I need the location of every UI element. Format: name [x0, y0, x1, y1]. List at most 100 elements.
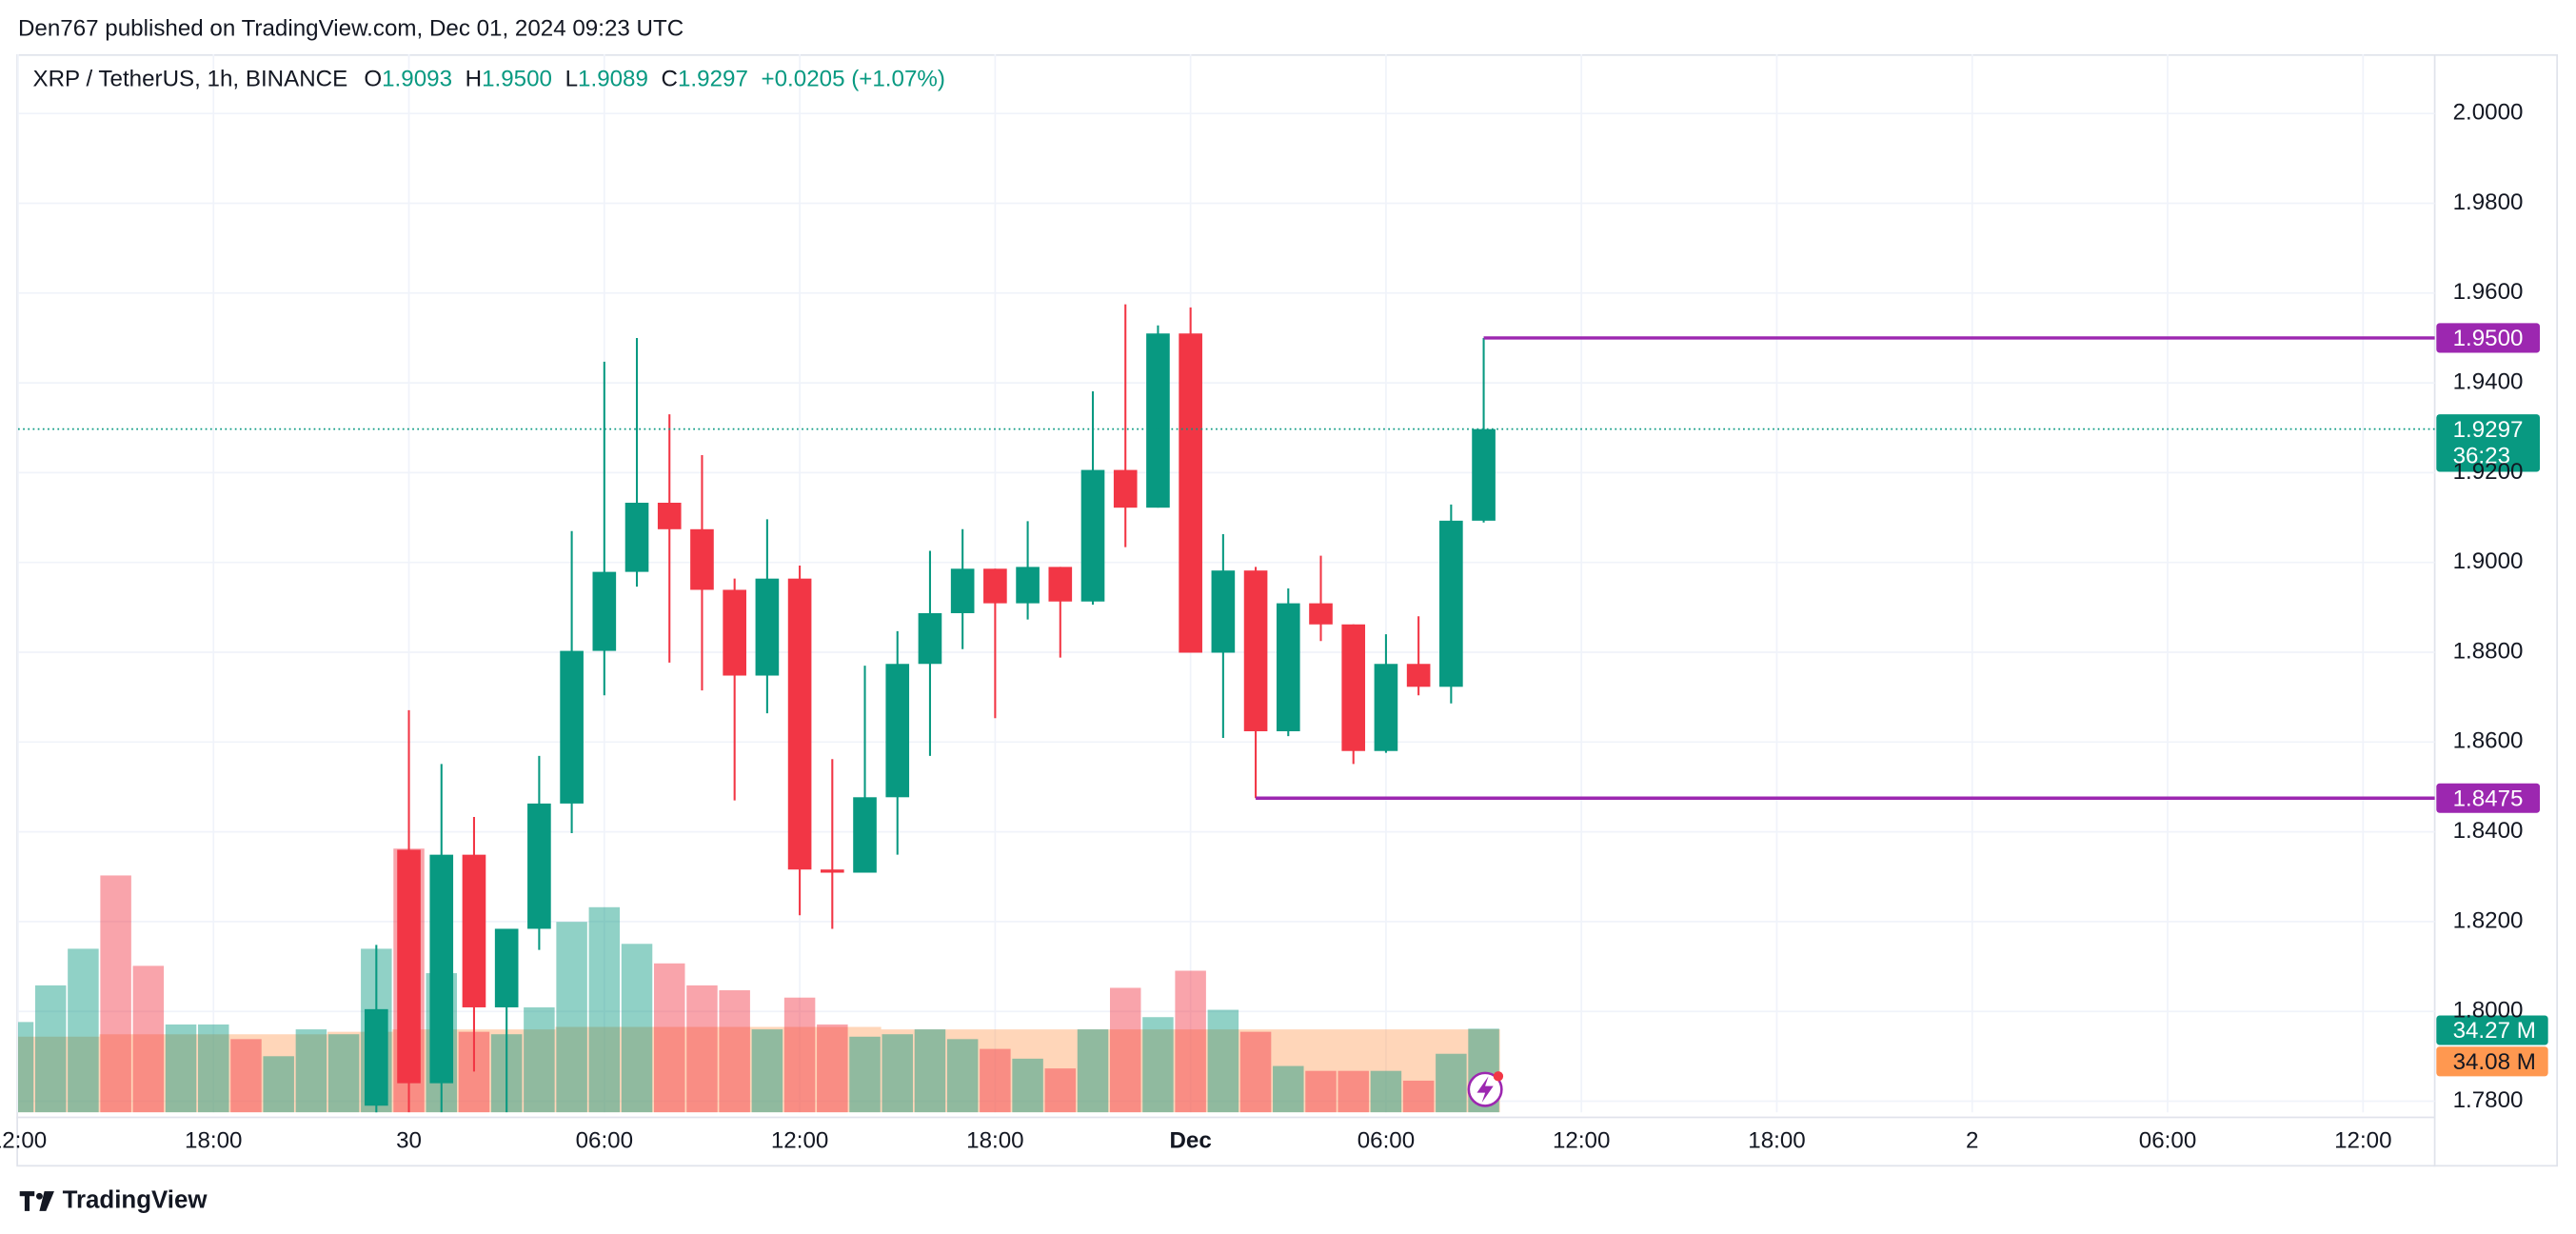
volume-bar [17, 1022, 34, 1113]
price-tag-label: 1.9500 [2453, 326, 2524, 351]
candle-body [657, 502, 682, 529]
candle-body [1243, 570, 1268, 731]
volume-bar [653, 963, 685, 1113]
volume-bar [1402, 1080, 1435, 1113]
volume-tag-label: 34.27 M [2453, 1018, 2536, 1044]
volume-bar [621, 944, 653, 1113]
candle-body [1276, 603, 1300, 731]
brand-logo [19, 1191, 54, 1211]
volume-bar [198, 1024, 229, 1113]
volume-bar [1338, 1070, 1369, 1113]
candle-body [462, 854, 486, 1007]
volume-bar [327, 1034, 360, 1113]
y-tick-label: 1.9400 [2453, 368, 2524, 394]
volume-bar [1044, 1068, 1077, 1113]
x-tick-label: 12:00 [0, 1128, 47, 1154]
low-key: L [565, 67, 578, 92]
volume-ma-area [17, 1026, 1500, 1113]
candle-body [1048, 567, 1073, 602]
candle-body [1179, 333, 1202, 653]
candle-body [755, 578, 780, 676]
candle-body [1211, 570, 1236, 653]
publisher-line: Den767 published on TradingView.com, Dec… [18, 15, 684, 41]
candle-body [1406, 664, 1431, 687]
candle-body [397, 849, 421, 1084]
change-value: +0.0205 (+1.07%) [762, 67, 945, 92]
x-tick-label: 06:00 [1357, 1128, 1415, 1154]
last-price-tag [2436, 414, 2541, 472]
x-tick-label: 18:00 [185, 1128, 242, 1154]
symbol: XRP / TetherUS, 1h, BINANCE [33, 67, 348, 92]
volume-bar [230, 1039, 262, 1113]
volume-bar [1239, 1031, 1272, 1113]
candle-body [560, 650, 584, 804]
y-tick-label: 1.9200 [2453, 459, 2524, 485]
volume-bar [719, 990, 750, 1113]
candle-body [494, 928, 519, 1007]
volume-pane [17, 848, 1500, 1113]
volume-bar [1370, 1070, 1402, 1113]
x-tick-label: 12:00 [2334, 1128, 2391, 1154]
volume-bar [588, 906, 621, 1113]
volume-bar [849, 1036, 881, 1113]
candle-body [365, 1008, 388, 1106]
volume-bar [100, 875, 131, 1113]
x-tick-label: Dec [1169, 1128, 1211, 1154]
candle-body [1309, 603, 1333, 625]
x-tick-label: 06:00 [2139, 1128, 2196, 1154]
volume-bar [914, 1029, 946, 1113]
price-pane [365, 304, 1496, 1113]
high-key: H [466, 67, 482, 92]
volume-bar [1207, 1009, 1239, 1113]
volume-bar [1109, 987, 1141, 1113]
volume-ma-tag-label: 34.08 M [2453, 1049, 2536, 1075]
price-tag-label: 1.8475 [2453, 786, 2524, 811]
brand-name: TradingView [63, 1186, 208, 1213]
candle-body [1374, 664, 1398, 751]
price-tag [2436, 323, 2541, 353]
volume-bar [783, 997, 816, 1113]
legend-line: XRP / TetherUS, 1h, BINANCE O1.9093 H1.9… [33, 67, 945, 92]
axes: 1.7800 1.8000 1.8200 1.8400 1.8600 1.8800 1.90… [0, 100, 2523, 1154]
volume-bar [946, 1039, 979, 1113]
alert-icon [1467, 1071, 1504, 1107]
volume-bar [1305, 1070, 1337, 1113]
candle-body [853, 797, 877, 873]
volume-bar [524, 1006, 555, 1113]
volume-bar [751, 1029, 783, 1113]
candle-body [918, 612, 942, 665]
volume-bar [263, 1056, 294, 1113]
volume-bar [1273, 1065, 1304, 1113]
volume-bar [556, 922, 587, 1113]
price-tag [2436, 783, 2541, 813]
candle-body [1472, 428, 1496, 521]
volume-bar [817, 1024, 848, 1113]
grid [17, 53, 2435, 1113]
x-tick-label: 18:00 [1748, 1128, 1805, 1154]
x-tick-labels: 12:00 18:00 30 06:00 12:00 18:00 Dec 06:00 12:00… [0, 1128, 2392, 1154]
y-tick-label: 1.8600 [2453, 728, 2524, 754]
y-tick-label: 1.8200 [2453, 907, 2524, 933]
candle-body [592, 571, 617, 651]
x-tick-label: 18:00 [966, 1128, 1023, 1154]
last-price-label: 1.9297 [2453, 417, 2524, 443]
volume-bar [1142, 1017, 1174, 1113]
x-tick-label: 2 [1966, 1128, 1978, 1154]
y-tick-label: 1.9800 [2453, 189, 2524, 215]
open-value: 1.9093 [382, 67, 452, 92]
candle-body [429, 854, 454, 1084]
volume-bar [980, 1048, 1011, 1113]
y-tick-label: 1.8800 [2453, 638, 2524, 664]
y-tick-label: 1.9000 [2453, 548, 2524, 574]
volume-bar [34, 985, 67, 1113]
volume-bar [132, 965, 165, 1113]
x-tick-label: 12:00 [1553, 1128, 1610, 1154]
volume-ma-tag [2436, 1046, 2548, 1077]
countdown-label: 36:23 [2453, 443, 2510, 468]
candle-body [1113, 469, 1138, 508]
volume-bar [882, 1034, 913, 1113]
close-value: 1.9297 [678, 67, 748, 92]
volume-tag [2436, 1015, 2548, 1045]
close-key: C [662, 67, 678, 92]
